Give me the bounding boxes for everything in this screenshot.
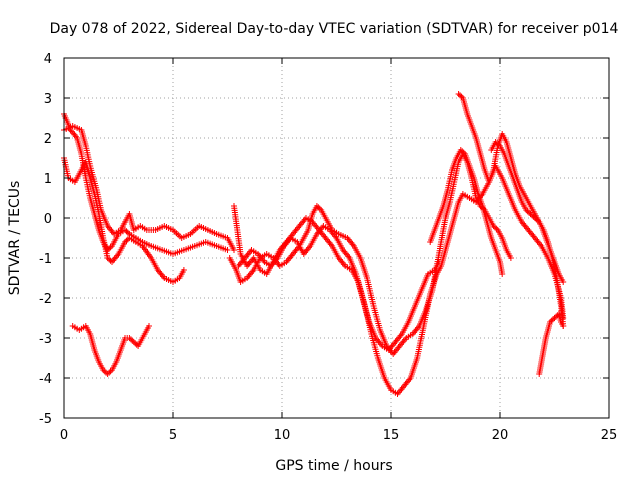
x-tick-label: 10 — [274, 428, 291, 443]
series-markers — [536, 311, 567, 377]
series-markers — [488, 139, 567, 329]
x-axis-label: GPS time / hours — [275, 458, 392, 474]
y-axis-label: SDTVAR / TECUs — [7, 181, 23, 296]
x-tick-label: 20 — [492, 428, 509, 443]
series-markers — [427, 147, 506, 277]
series-track-7 — [235, 223, 442, 353]
series-track-10 — [488, 139, 567, 329]
x-tick-label: 5 — [169, 428, 177, 443]
plot-frame — [63, 57, 610, 419]
series-line — [63, 113, 228, 255]
x-tick-label: 25 — [601, 428, 618, 443]
series-track-6 — [231, 163, 567, 397]
y-tick-label: -1 — [39, 252, 52, 267]
series-markers — [235, 223, 442, 353]
y-tick-label: -4 — [39, 372, 52, 387]
series-track-11 — [536, 311, 567, 377]
y-tick-label: 2 — [44, 132, 52, 147]
series-markers — [61, 111, 231, 257]
series-track-1 — [61, 111, 231, 257]
chart-title: Day 078 of 2022, Sidereal Day-to-day VTE… — [50, 21, 619, 37]
y-tick-label: -5 — [39, 412, 52, 427]
series-track-4 — [69, 323, 152, 377]
series-markers — [231, 163, 567, 397]
y-tick-label: 4 — [44, 52, 52, 67]
series-markers — [69, 323, 152, 377]
series-line — [72, 325, 150, 375]
y-tick-label: 0 — [44, 212, 52, 227]
series-track-9 — [427, 147, 506, 277]
series-layer — [61, 91, 567, 397]
y-tick-label: 3 — [44, 92, 52, 107]
x-tick-label: 0 — [60, 428, 68, 443]
x-tick-label: 15 — [383, 428, 400, 443]
y-tick-label: -2 — [39, 292, 52, 307]
y-tick-label: -3 — [39, 332, 52, 347]
y-tick-label: 1 — [44, 172, 52, 187]
